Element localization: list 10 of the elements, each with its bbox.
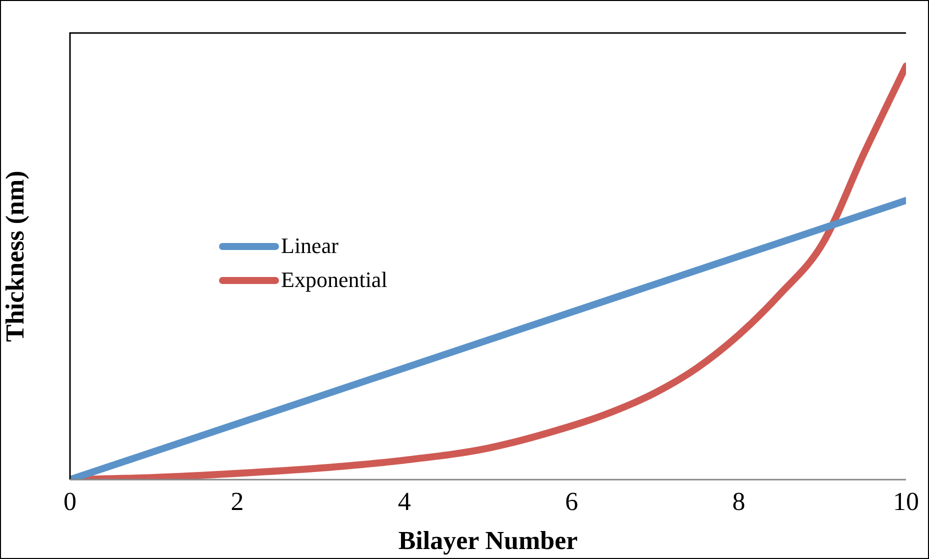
x-tick-label: 0 bbox=[64, 487, 76, 516]
x-tick-label: 2 bbox=[230, 487, 244, 516]
x-tick-label: 10 bbox=[893, 487, 919, 516]
legend-label: Exponential bbox=[281, 267, 388, 293]
legend-label: Linear bbox=[281, 233, 338, 259]
x-tick-label: 6 bbox=[565, 487, 578, 516]
y-axis-title: Thickness (nm) bbox=[0, 170, 30, 342]
x-axis-title: Bilayer Number bbox=[398, 526, 578, 556]
x-tick-label: 4 bbox=[398, 487, 411, 516]
x-tick-label: 8 bbox=[732, 487, 746, 516]
